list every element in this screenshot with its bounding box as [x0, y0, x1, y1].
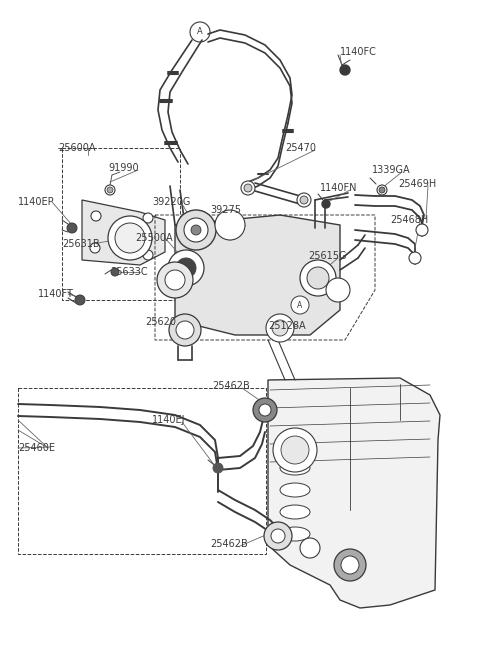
Circle shape: [67, 223, 77, 233]
Circle shape: [105, 185, 115, 195]
Polygon shape: [82, 200, 165, 265]
Circle shape: [115, 223, 145, 253]
Circle shape: [259, 404, 271, 416]
Circle shape: [176, 258, 196, 278]
Circle shape: [90, 243, 100, 253]
Text: 25462B: 25462B: [212, 381, 250, 391]
Ellipse shape: [280, 505, 310, 519]
Text: 25620: 25620: [145, 317, 176, 327]
Text: 25633C: 25633C: [110, 267, 148, 277]
Text: 25128A: 25128A: [268, 321, 306, 331]
Text: 91990: 91990: [108, 163, 139, 173]
Circle shape: [307, 267, 329, 289]
Text: 25615G: 25615G: [308, 251, 347, 261]
Circle shape: [326, 278, 350, 302]
Circle shape: [143, 250, 153, 260]
Circle shape: [108, 216, 152, 260]
Text: 39275: 39275: [210, 205, 241, 215]
Polygon shape: [268, 378, 440, 608]
Circle shape: [253, 398, 277, 422]
Circle shape: [271, 529, 285, 543]
Circle shape: [191, 225, 201, 235]
Bar: [18, 388, 266, 554]
Circle shape: [300, 196, 308, 204]
Text: 25462B: 25462B: [210, 539, 248, 549]
Circle shape: [322, 200, 330, 208]
Circle shape: [75, 295, 85, 305]
Circle shape: [107, 187, 113, 193]
Circle shape: [176, 210, 216, 250]
Circle shape: [111, 268, 119, 276]
Text: 1140FC: 1140FC: [340, 47, 377, 57]
Circle shape: [168, 250, 204, 286]
Polygon shape: [175, 215, 340, 335]
Circle shape: [300, 538, 320, 558]
Circle shape: [416, 224, 428, 236]
Text: 1339GA: 1339GA: [372, 165, 410, 175]
Ellipse shape: [280, 461, 310, 475]
Circle shape: [334, 549, 366, 581]
Circle shape: [143, 213, 153, 223]
Text: A: A: [197, 28, 203, 37]
Circle shape: [291, 296, 309, 314]
Circle shape: [213, 463, 223, 473]
Circle shape: [169, 314, 201, 346]
Circle shape: [273, 428, 317, 472]
Text: 39220G: 39220G: [152, 197, 191, 207]
Text: 25469H: 25469H: [398, 179, 436, 189]
Circle shape: [176, 321, 194, 339]
Text: 25470: 25470: [285, 143, 316, 153]
Circle shape: [215, 210, 245, 240]
Circle shape: [377, 185, 387, 195]
Text: 25460E: 25460E: [18, 443, 55, 453]
Circle shape: [409, 252, 421, 264]
Circle shape: [91, 211, 101, 221]
Circle shape: [264, 522, 292, 550]
Text: 1140FN: 1140FN: [320, 183, 358, 193]
Text: 1140FT: 1140FT: [38, 289, 74, 299]
Circle shape: [244, 184, 252, 192]
Text: 25631B: 25631B: [62, 239, 100, 249]
Circle shape: [297, 193, 311, 207]
Circle shape: [281, 436, 309, 464]
Ellipse shape: [280, 483, 310, 497]
Bar: [62, 148, 180, 300]
Text: 25500A: 25500A: [135, 233, 173, 243]
Text: 25600A: 25600A: [58, 143, 96, 153]
Ellipse shape: [280, 527, 310, 541]
Text: 1140EP: 1140EP: [18, 197, 55, 207]
Circle shape: [157, 262, 193, 298]
Circle shape: [184, 218, 208, 242]
Circle shape: [266, 314, 294, 342]
Circle shape: [272, 320, 288, 336]
Text: 25468H: 25468H: [390, 215, 428, 225]
Text: A: A: [298, 301, 302, 310]
Text: 1140EJ: 1140EJ: [152, 415, 185, 425]
Circle shape: [165, 270, 185, 290]
Circle shape: [340, 65, 350, 75]
Circle shape: [341, 556, 359, 574]
Circle shape: [241, 181, 255, 195]
Circle shape: [379, 187, 385, 193]
Circle shape: [300, 260, 336, 296]
